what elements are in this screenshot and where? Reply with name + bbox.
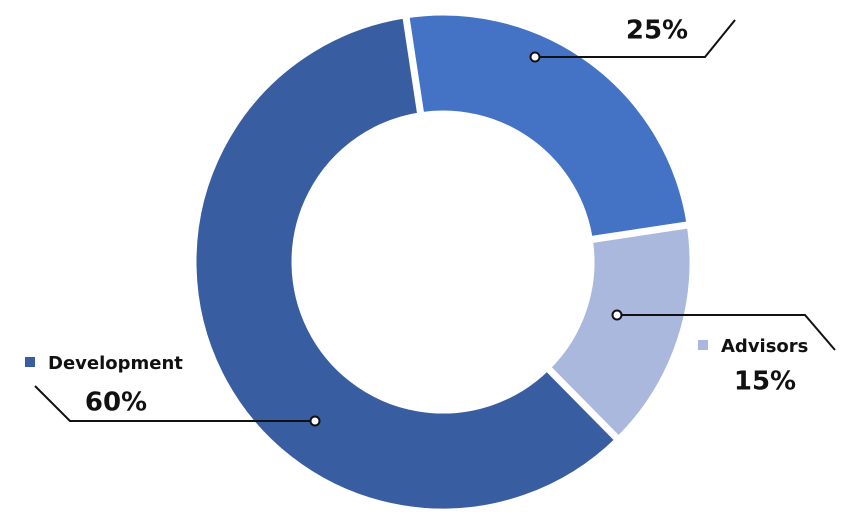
leader-dot (309, 415, 321, 427)
value-label: 60% (85, 388, 147, 418)
value-label: 25% (626, 16, 688, 46)
leader-line (34, 385, 315, 422)
legend-swatch (698, 340, 708, 350)
donut-slice (189, 10, 624, 516)
donut-slice (401, 8, 695, 244)
legend-label: Development (48, 353, 183, 374)
leader-line (617, 314, 836, 351)
leader-dot (529, 51, 541, 63)
legend-label: Advisors (721, 336, 808, 357)
value-label: 15% (734, 367, 796, 397)
legend-swatch (25, 357, 35, 367)
leader-line (535, 19, 736, 58)
leader-dot (611, 309, 623, 321)
